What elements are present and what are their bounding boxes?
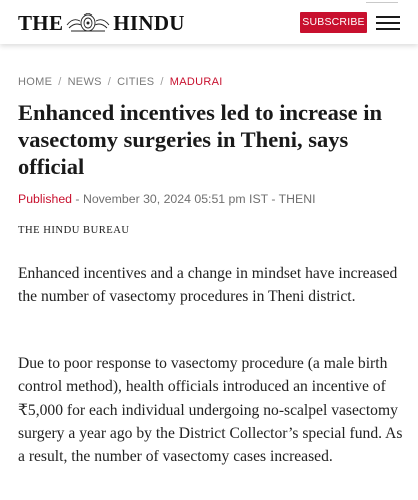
hamburger-menu-icon[interactable]: [376, 15, 400, 31]
author-byline[interactable]: THE HINDU BUREAU: [18, 225, 130, 236]
article-meta: Published - November 30, 2024 05:51 pm I…: [18, 192, 316, 206]
menu-line: [376, 22, 400, 24]
logo-text-hindu: HINDU: [113, 10, 185, 35]
breadcrumb-cities[interactable]: CITIES: [117, 76, 155, 88]
breadcrumb-madurai[interactable]: MADURAI: [169, 76, 223, 88]
breadcrumb-news[interactable]: NEWS: [67, 76, 102, 88]
article-paragraph-1: Enhanced incentives and a change in mind…: [18, 265, 398, 306]
breadcrumb-separator: /: [160, 76, 164, 88]
menu-line: [376, 28, 400, 30]
header-top-edge: [366, 0, 398, 3]
breadcrumb-separator: /: [58, 76, 62, 88]
article-paragraph-2: Due to poor response to vasectomy proced…: [18, 355, 403, 466]
menu-line: [376, 16, 400, 18]
breadcrumb-separator: /: [107, 76, 112, 88]
subscribe-button[interactable]: SUBSCRIBE: [300, 12, 367, 33]
logo-crest-icon: [66, 13, 110, 32]
breadcrumb-home[interactable]: HOME: [18, 76, 53, 88]
article-title: Enhanced incentives led to increase in v…: [18, 100, 382, 179]
published-label: Published: [18, 192, 73, 206]
logo-text-the: THE: [18, 10, 64, 35]
the-hindu-logo[interactable]: THE HINDU: [18, 11, 185, 35]
breadcrumb: HOME / NEWS / CITIES / MADURAI: [18, 76, 223, 88]
published-date-location: - November 30, 2024 05:51 pm IST - THENI: [72, 192, 316, 206]
site-header: THE HINDU SUBSCRIBE: [0, 0, 418, 44]
